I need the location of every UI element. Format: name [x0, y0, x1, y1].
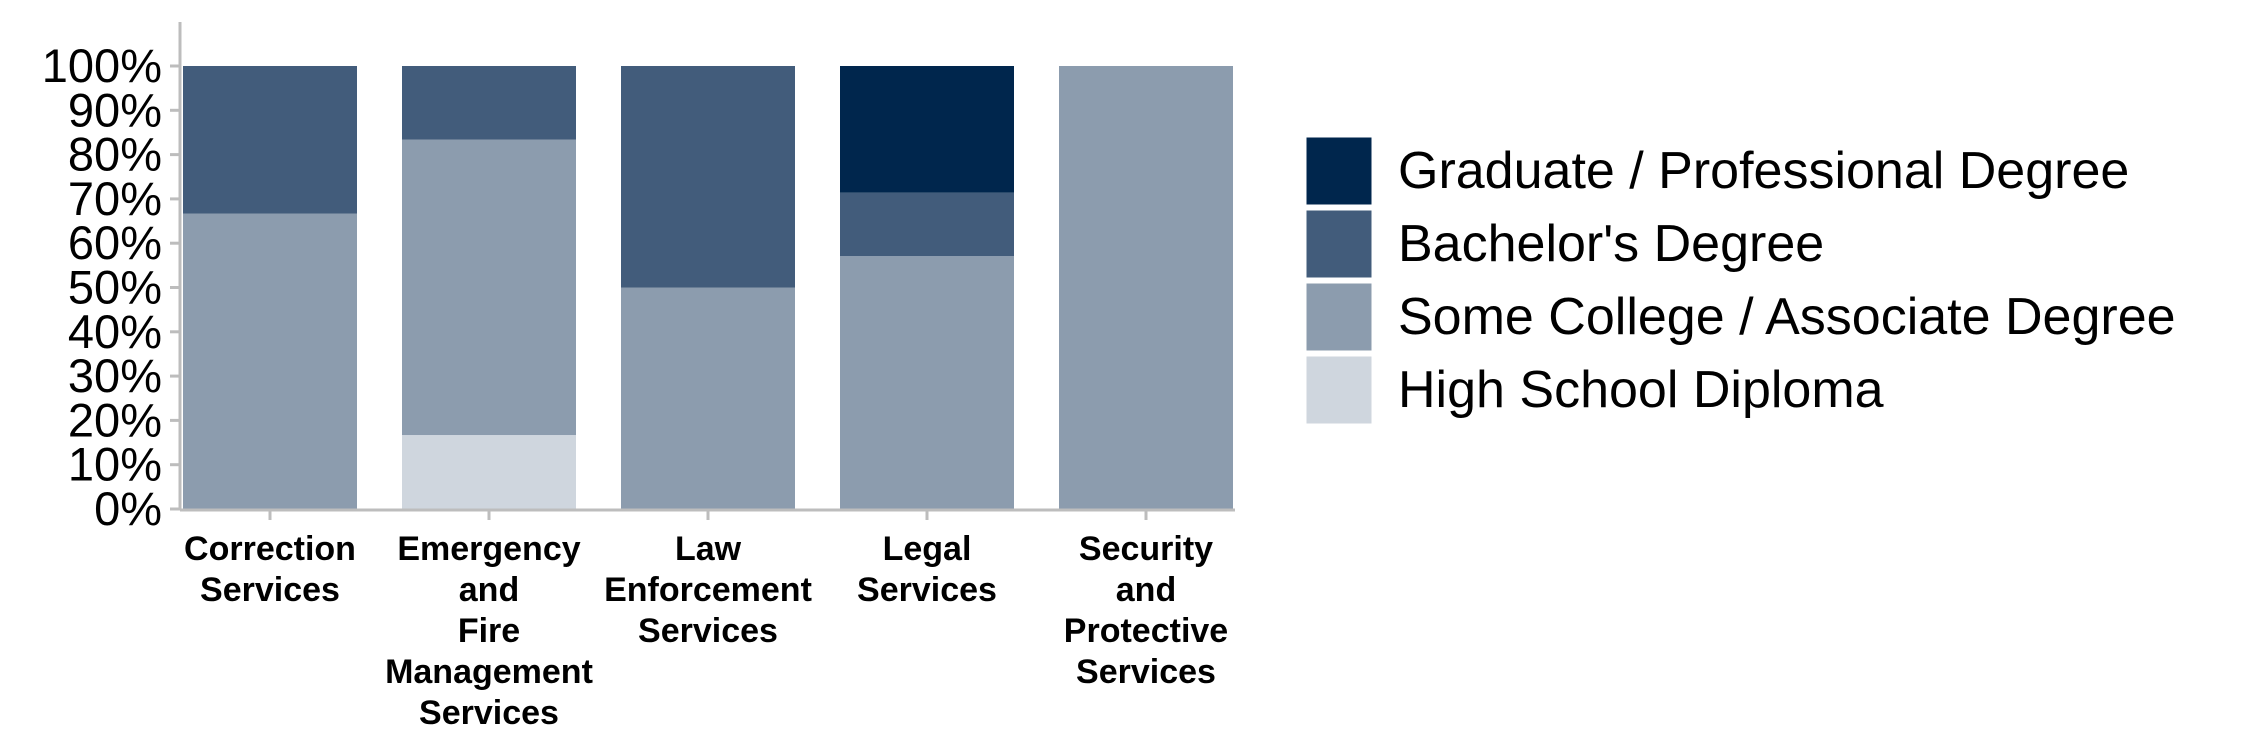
y-tick-label: 0%: [94, 482, 162, 535]
y-tick-label: 10%: [68, 438, 162, 491]
bar-segment-4-1: [1059, 66, 1233, 509]
legend-key: [1303, 280, 1375, 354]
bars: [183, 66, 1233, 510]
y-tick-label: 90%: [68, 83, 162, 136]
x-tick-label-line: Security: [1079, 530, 1213, 568]
x-tick-label: Correction Services: [184, 530, 356, 609]
bar-segment-3-1: [840, 256, 1014, 509]
legend: Graduate / Professional Degree Bachelor's…: [1303, 134, 2176, 427]
x-tick-label: Emergency and Fire Management Services: [385, 530, 593, 732]
x-tick-label-line: Protective: [1064, 612, 1228, 650]
bar-segment-1-1: [402, 139, 576, 436]
y-tick-label: 50%: [68, 261, 162, 314]
x-tick-label-line: and: [459, 571, 519, 609]
x-tick-label-line: Management: [385, 653, 593, 691]
x-tick-label-line: Enforcement: [604, 571, 812, 609]
y-tick-label: 20%: [68, 393, 162, 446]
x-tick-label-line: Fire: [458, 612, 520, 650]
y-tick-label: 70%: [68, 172, 162, 225]
legend-key: [1303, 207, 1375, 281]
bar-segment-0-1: [183, 213, 357, 510]
x-tick-label-line: and: [1116, 571, 1176, 609]
bar-segment-3-2: [840, 192, 1014, 257]
legend-label: Graduate / Professional Degree: [1398, 142, 2129, 200]
bar-segment-2-2: [621, 66, 795, 288]
bar-segment-1-0: [402, 435, 576, 509]
y-tick-label: 100%: [42, 39, 162, 92]
x-tick-label-line: Services: [419, 694, 559, 732]
bar-segment-2-1: [621, 287, 795, 509]
legend-key: [1303, 353, 1375, 427]
x-tick-label-line: Law: [675, 530, 742, 568]
x-tick-label-line: Legal: [883, 530, 972, 568]
x-tick-label-line: Services: [200, 571, 340, 609]
bar-segment-0-2: [183, 66, 357, 214]
y-tick-label: 60%: [68, 216, 162, 269]
legend-label: Bachelor's Degree: [1398, 215, 1824, 273]
y-axis: 0%10%20%30%40%50%60%70%80%90%100%: [42, 22, 182, 535]
x-tick-label-line: Services: [638, 612, 778, 650]
y-tick-label: 30%: [68, 349, 162, 402]
x-tick-label: Law Enforcement Services: [604, 530, 812, 650]
legend-label: High School Diploma: [1398, 361, 1884, 419]
x-tick-label: Security and Protective Services: [1064, 530, 1228, 691]
x-tick-label-line: Services: [857, 571, 997, 609]
legend-key: [1303, 134, 1375, 208]
legend-label: Some College / Associate Degree: [1398, 288, 2176, 346]
x-tick-label-line: Emergency: [397, 530, 580, 568]
y-tick-label: 40%: [68, 305, 162, 358]
bar-segment-3-3: [840, 66, 1014, 193]
x-tick-label-line: Services: [1076, 653, 1216, 691]
bar-segment-1-2: [402, 66, 576, 140]
x-tick-label-line: Correction: [184, 530, 356, 568]
y-tick-label: 80%: [68, 128, 162, 181]
x-tick-label: Legal Services: [857, 530, 997, 609]
